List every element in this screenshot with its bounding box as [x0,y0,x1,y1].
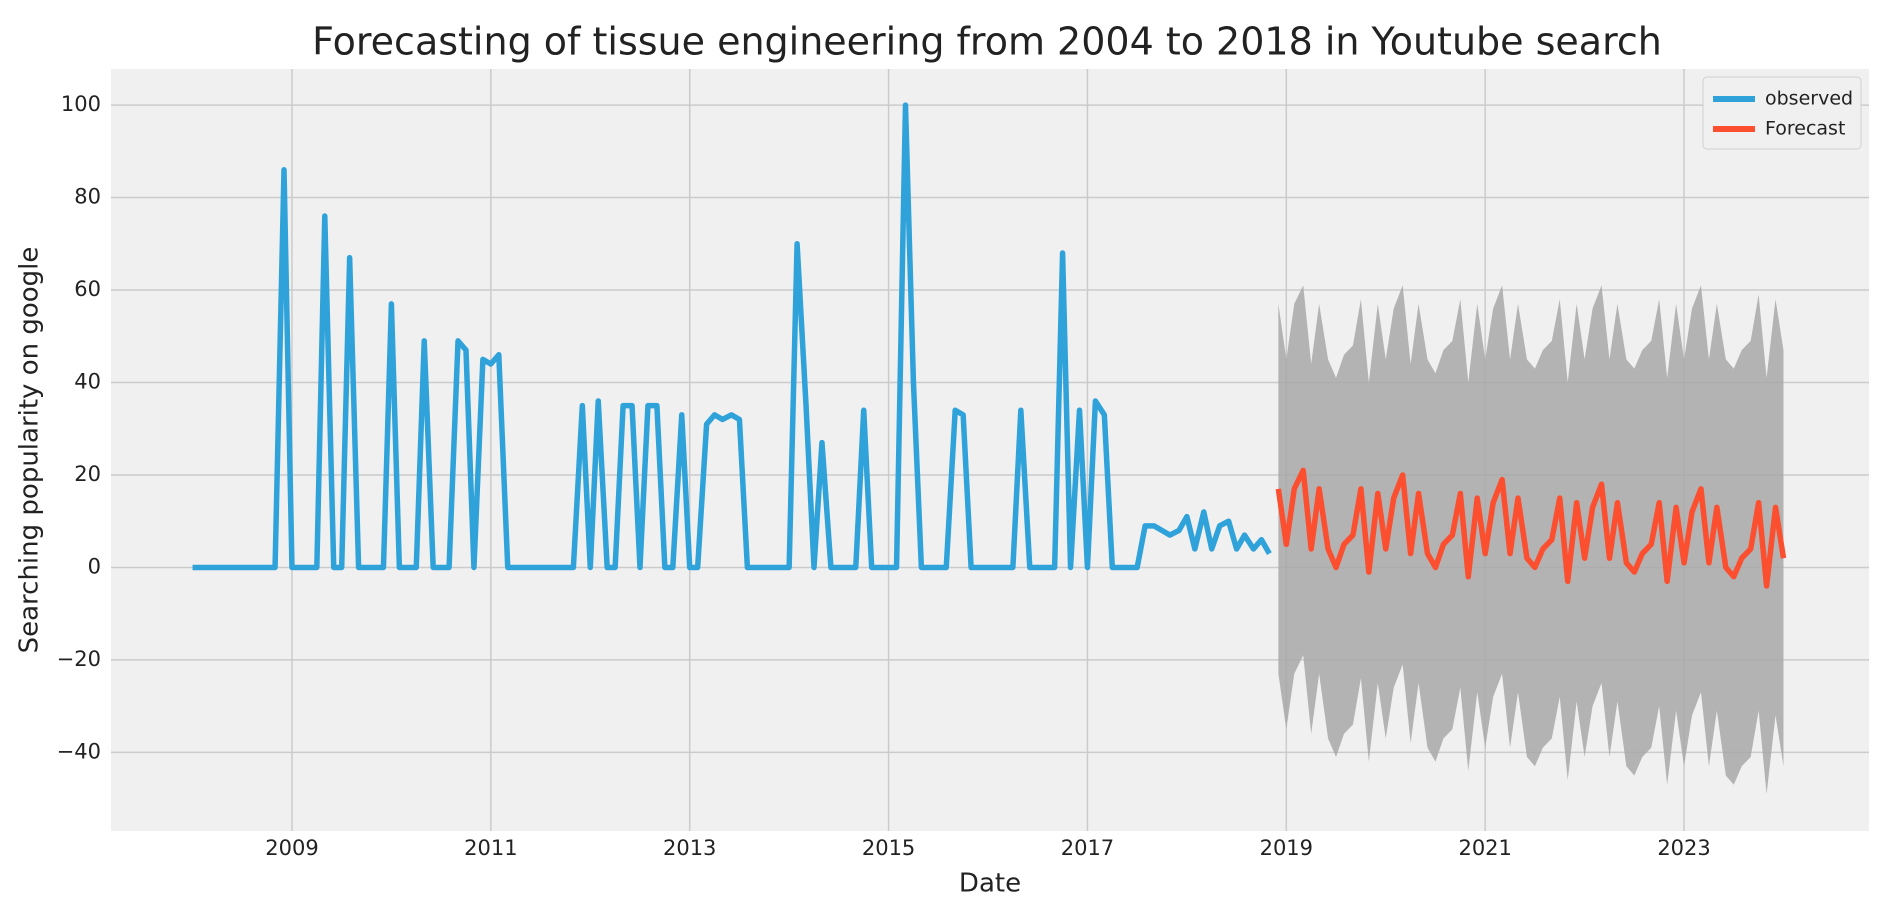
x-tick-label: 2021 [1458,836,1511,860]
x-tick-label: 2009 [265,836,318,860]
y-tick-label: 20 [74,462,101,486]
confidence-band [1278,285,1784,795]
x-axis-label: Date [959,869,1021,899]
x-tick-label: 2019 [1260,836,1313,860]
y-tick-label: 100 [61,92,101,116]
x-tick-label: 2011 [464,836,517,860]
legend-label: observed [1765,88,1853,110]
y-tick-label: 80 [74,185,101,209]
series-line [192,102,1272,571]
x-tick-label: 2023 [1657,836,1710,860]
series-line [1275,467,1787,589]
chart-title: Forecasting of tissue engineering from 2… [312,20,1662,64]
y-axis-label: Searching popularity on google [15,247,45,654]
x-tick-label: 2017 [1061,836,1114,860]
y-tick-label: 60 [74,277,101,301]
y-tick-label: −20 [57,647,101,671]
y-tick-label: −40 [57,739,101,763]
legend: observed Forecast [1702,76,1862,150]
y-tick-label: 40 [74,369,101,393]
x-tick-label: 2015 [862,836,915,860]
legend-label: Forecast [1765,118,1845,140]
x-tick-label: 2013 [663,836,716,860]
y-tick-label: 0 [88,554,101,578]
labels: −40 −20 0 20 40 60 80 100 2009 2011 2013 2015 2017 20… [57,92,1711,860]
marks [192,102,1787,795]
